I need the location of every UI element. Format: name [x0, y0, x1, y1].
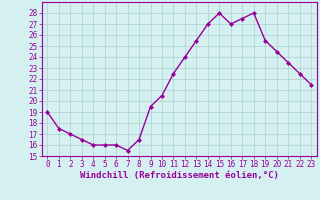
X-axis label: Windchill (Refroidissement éolien,°C): Windchill (Refroidissement éolien,°C) [80, 171, 279, 180]
